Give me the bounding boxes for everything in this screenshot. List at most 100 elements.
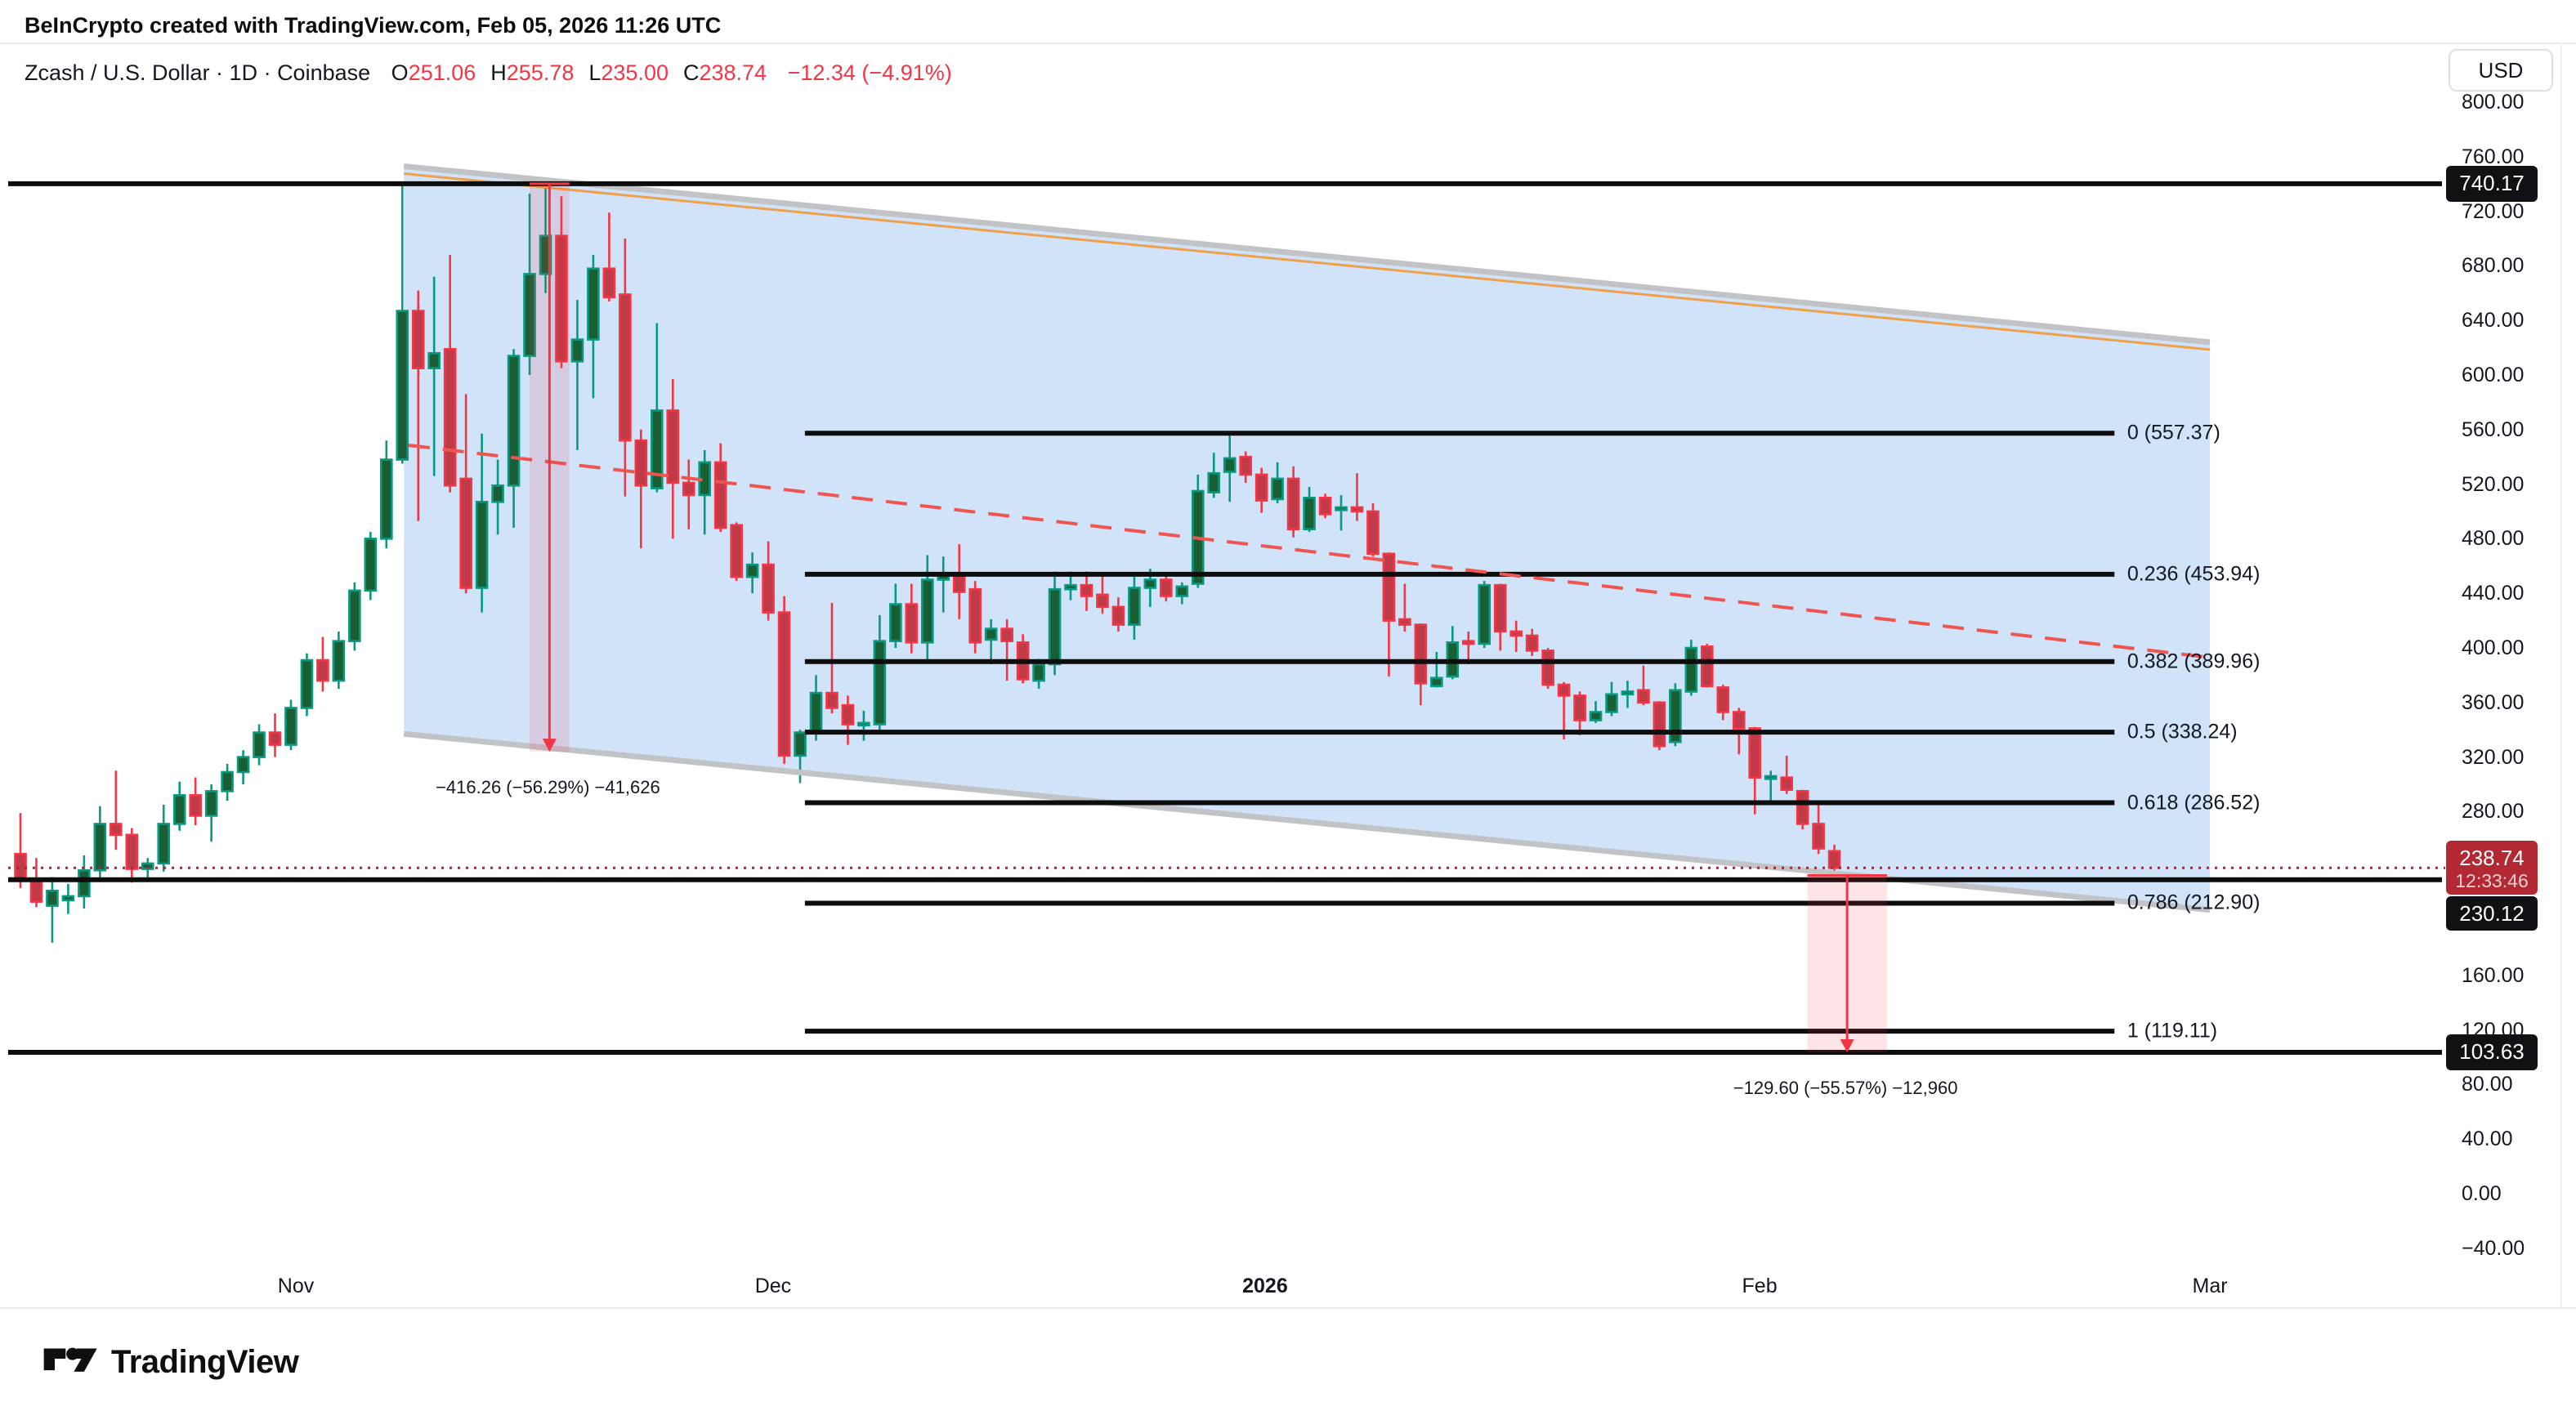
candle-body: [61, 895, 75, 902]
candle-body: [1525, 634, 1539, 652]
channel-top-border[interactable]: [403, 163, 2211, 346]
candle-body: [1621, 690, 1635, 696]
price-badge-740.17: 740.17: [2446, 165, 2538, 202]
candle-body: [1160, 578, 1173, 597]
candle: [491, 459, 504, 535]
candle: [396, 182, 409, 464]
candle: [236, 750, 250, 784]
price-tick-label: 640.00: [2462, 309, 2525, 333]
candle-body: [1239, 455, 1252, 476]
candle: [1461, 631, 1475, 665]
measure-tool-1[interactable]: [530, 182, 570, 752]
candle-body: [1493, 583, 1507, 633]
currency-toggle-button[interactable]: USD: [2449, 49, 2553, 92]
candle-body: [952, 574, 966, 593]
ohlc-values: O251.06 H255.78 L235.00 C238.74: [377, 60, 767, 85]
candle: [1430, 652, 1443, 688]
candle-body: [857, 721, 870, 727]
candle: [46, 877, 59, 943]
candle-body: [1827, 850, 1841, 869]
candle-body: [1303, 496, 1316, 531]
tradingview-logo-icon: [43, 1347, 97, 1372]
candle: [427, 276, 441, 476]
candle-body: [666, 409, 680, 484]
candle: [1780, 755, 1793, 794]
candle-body: [619, 293, 632, 442]
price-tick-label: 720.00: [2462, 199, 2525, 223]
candle-body: [873, 640, 887, 726]
candle-body: [1175, 585, 1189, 597]
candle: [29, 858, 43, 908]
candle-body: [555, 234, 568, 363]
candle-body: [427, 351, 441, 369]
candle: [555, 196, 568, 368]
candle-body: [221, 770, 234, 793]
channel-top-accent-line: [404, 172, 2211, 351]
candle-body: [1382, 552, 1396, 622]
candle: [1398, 583, 1411, 632]
candle: [204, 784, 218, 842]
candle: [730, 522, 743, 582]
candle-body: [825, 691, 839, 709]
candle-body: [475, 501, 489, 589]
candle: [777, 596, 791, 764]
measure-arrow-head: [542, 739, 557, 752]
candle-body: [1207, 471, 1221, 493]
candle: [253, 724, 266, 766]
candle: [1605, 681, 1618, 717]
candle-body: [236, 756, 250, 774]
candle-body: [1541, 650, 1554, 686]
price-tick-label: 280.00: [2462, 800, 2525, 824]
fib-level-label: 1 (119.11): [2127, 1019, 2218, 1043]
candle-body: [1701, 645, 1714, 688]
parallel-channel[interactable]: [404, 166, 2211, 910]
candle-body: [459, 477, 472, 589]
candle-body: [1669, 689, 1682, 743]
candle: [1318, 493, 1332, 519]
candle: [1796, 789, 1809, 830]
candles: [14, 182, 1841, 943]
candle: [125, 828, 139, 883]
candle: [1509, 620, 1523, 653]
price-badge-230.12: 230.12: [2446, 896, 2538, 931]
ohlc-key: L: [588, 60, 602, 85]
symbol-title[interactable]: Zcash / U.S. Dollar · 1D · Coinbase: [25, 60, 371, 85]
candle-body: [507, 355, 521, 487]
ohlc-value: 235.00: [601, 60, 669, 85]
candle: [1271, 462, 1284, 503]
candle: [411, 290, 425, 521]
candle: [507, 349, 521, 529]
candle: [1637, 665, 1650, 706]
change-value: −12.34 (−4.91%): [787, 60, 952, 85]
candle-body: [602, 267, 616, 299]
candle-body: [634, 439, 648, 487]
measure-tool-2[interactable]: [1807, 874, 1887, 1052]
candle-body: [841, 703, 855, 726]
candle-body: [1350, 506, 1364, 513]
tradingview-logo-text: TradingView: [111, 1344, 299, 1380]
candle: [459, 394, 472, 594]
price-tick-label: 360.00: [2462, 690, 2525, 714]
candle-body: [1080, 583, 1093, 597]
candle-body: [777, 611, 791, 757]
candle-body: [1461, 640, 1475, 645]
descending-trendline-dashed[interactable]: [408, 444, 2211, 659]
candle: [1286, 466, 1300, 538]
price-tick-label: 560.00: [2462, 417, 2525, 441]
candle-body: [1796, 790, 1809, 825]
candle-body: [491, 484, 504, 503]
tradingview-logo[interactable]: TradingView: [42, 1344, 299, 1381]
price-tick-label: 160.00: [2462, 963, 2525, 987]
candle-body: [920, 578, 934, 644]
candle: [682, 459, 695, 529]
countdown-timer: 12:33:46: [2455, 869, 2529, 891]
candle-body: [29, 878, 43, 903]
candle-body: [762, 563, 775, 614]
candle-body: [284, 707, 297, 746]
candle: [905, 583, 919, 654]
candle-body: [905, 603, 919, 644]
candle-body: [1318, 496, 1332, 516]
candle: [1096, 573, 1109, 614]
candle: [61, 883, 75, 914]
